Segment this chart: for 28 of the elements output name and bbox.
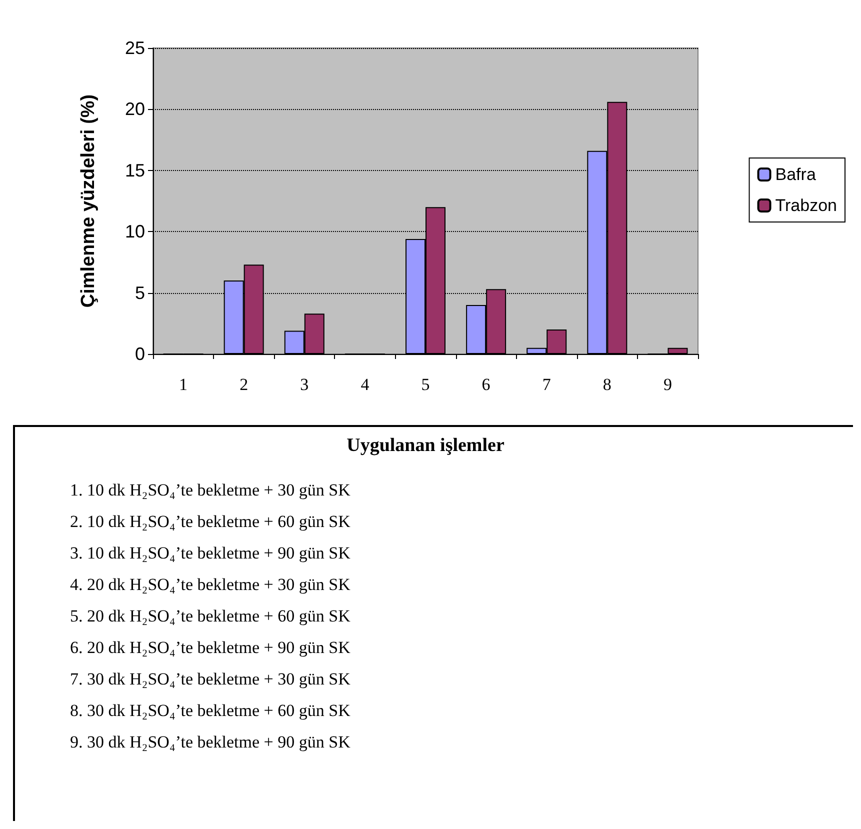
- text: 1. 10 dk H₂SO₄’te bekletme + 30 gün SK: [70, 480, 352, 500]
- y-axis-title: Çimlenme yüzdeleri (%): [78, 94, 99, 308]
- x-axis-title: Uygulanan işlemler: [346, 435, 505, 456]
- text: 9. 30 dk H₂SO₄’te bekletme + 90 gün SK: [70, 732, 352, 752]
- x-tick-label: 1: [179, 375, 188, 394]
- text: 3. 10 dk H₂SO₄’te bekletme + 90 gün SK: [70, 544, 352, 562]
- x-tick-label: 4: [360, 375, 370, 394]
- y-tick-label: 0: [134, 344, 145, 364]
- text: 4. 20 dk H₂SO₄’te bekletme + 30 gün SK: [70, 575, 352, 594]
- text: 2. 10 dk H₂SO₄’te bekletme + 60 gün SK: [70, 512, 352, 531]
- x-tick-label: 6: [482, 375, 490, 394]
- text: 7. 30 dk H₂SO₄’te bekletme + 30 gün SK: [70, 670, 352, 688]
- text: 8. 30 dk H₂SO₄’te bekletme + 60 gün SK: [70, 701, 352, 720]
- x-tick-label: 2: [240, 375, 248, 394]
- text: 6. 20 dk H₂SO₄’te bekletme + 90 gün SK: [70, 638, 352, 657]
- text: 5. 20 dk H₂SO₄’te bekletme + 60 gün SK: [70, 606, 352, 626]
- y-tick-label: 25: [124, 38, 145, 58]
- y-tick-label: 10: [124, 222, 145, 242]
- x-tick-label: 5: [421, 375, 430, 394]
- x-tick-label: 9: [663, 375, 672, 394]
- y-tick-label: 15: [124, 160, 145, 180]
- x-tick-label: 3: [300, 375, 309, 394]
- x-tick-label: 7: [542, 375, 552, 394]
- legend-label: Trabzon: [775, 196, 837, 215]
- y-tick-label: 5: [134, 282, 145, 303]
- legend-label: Bafra: [775, 165, 816, 184]
- x-tick-label: 8: [602, 375, 612, 394]
- y-tick-label: 20: [124, 99, 145, 120]
